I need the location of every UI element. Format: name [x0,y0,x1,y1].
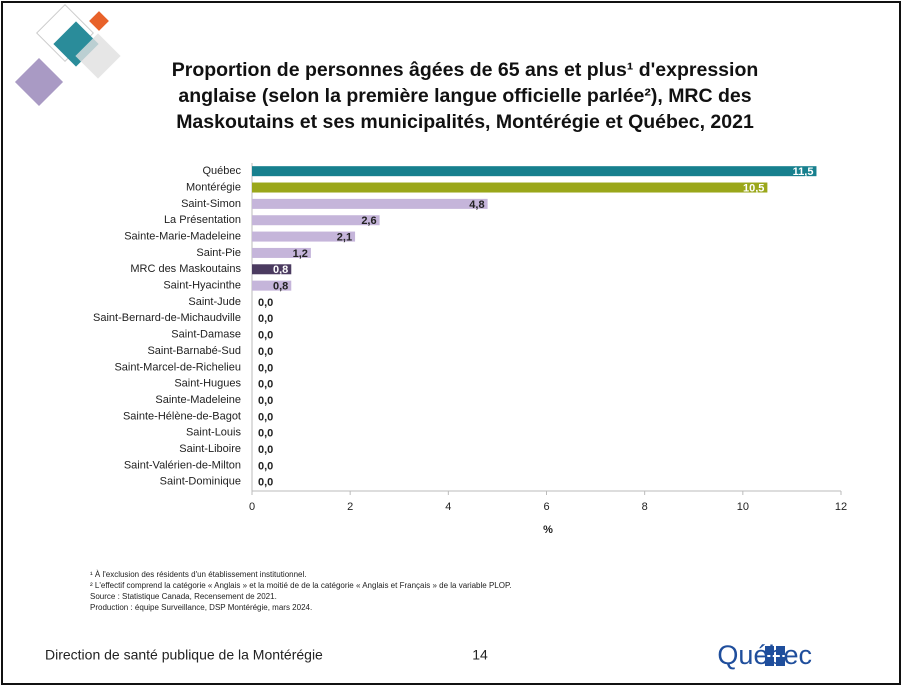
footer-organization: Direction de santé publique de la Montér… [45,647,323,663]
value-label: 0,0 [258,313,273,325]
value-label: 0,0 [258,362,273,374]
y-tick-label: Saint-Hyacinthe [163,280,241,292]
value-label: 0,8 [273,264,288,276]
y-tick-label: Saint-Liboire [179,443,241,455]
value-label: 0,8 [273,281,288,293]
value-label: 2,1 [337,231,352,243]
y-tick-label: Saint-Simon [181,198,241,210]
x-tick-label: 8 [642,501,648,513]
y-tick-label: Sainte-Hélène-de-Bagot [123,410,241,422]
y-tick-label: Saint-Louis [186,427,242,439]
logo-text: Québec [717,640,812,670]
footnote: ² L'effectif comprend la catégorie « Ang… [90,581,511,590]
y-tick-label: MRC des Maskoutains [130,263,241,275]
y-tick-label: Saint-Hugues [174,378,241,390]
x-tick-label: 2 [347,501,353,513]
value-label: 0,0 [258,477,273,489]
footnote: ¹ À l'exclusion des résidents d'un établ… [90,570,307,579]
y-tick-label: Saint-Pie [196,247,241,259]
value-label: 10,5 [743,182,764,194]
y-tick-label: Saint-Bernard-de-Michaudville [93,312,241,324]
value-label: 11,5 [793,166,814,178]
chart-title: Proportion de personnes âgées de 65 ans … [150,57,780,135]
value-label: 0,0 [258,411,273,423]
y-tick-label: Montérégie [186,181,241,193]
y-tick-label: Québec [202,165,241,177]
slide: % Direction de santé publique de la Mont… [0,0,902,686]
y-tick-label: Saint-Marcel-de-Richelieu [114,361,241,373]
value-label: 0,0 [258,379,273,391]
x-tick-label: 4 [445,501,451,513]
x-tick-label: 12 [835,501,847,513]
value-label: 1,2 [293,248,308,260]
value-label: 0,0 [258,444,273,456]
value-label: 0,0 [258,346,273,358]
x-axis-label: % [543,524,553,536]
page-number: 14 [472,647,488,663]
value-label: 0,0 [258,395,273,407]
y-tick-label: Saint-Damase [171,329,241,341]
y-tick-label: La Présentation [164,214,241,226]
footnote: Production : équipe Surveillance, DSP Mo… [90,603,312,612]
value-label: 0,0 [258,428,273,440]
bar [252,166,816,176]
value-label: 4,8 [469,199,484,211]
value-label: 0,0 [258,460,273,472]
value-label: 0,0 [258,330,273,342]
y-tick-label: Saint-Jude [188,296,241,308]
y-tick-label: Sainte-Madeleine [155,394,241,406]
x-tick-label: 10 [737,501,749,513]
x-tick-label: 6 [543,501,549,513]
bar [252,199,488,209]
value-label: 2,6 [361,215,376,227]
y-tick-label: Saint-Barnabé-Sud [147,345,241,357]
x-tick-label: 0 [249,501,255,513]
y-tick-label: Saint-Valérien-de-Milton [124,459,241,471]
y-tick-label: Sainte-Marie-Madeleine [124,230,241,242]
bar [252,183,767,193]
value-label: 0,0 [258,297,273,309]
footnote: Source : Statistique Canada, Recensement… [90,592,277,601]
y-tick-label: Saint-Dominique [160,476,241,488]
